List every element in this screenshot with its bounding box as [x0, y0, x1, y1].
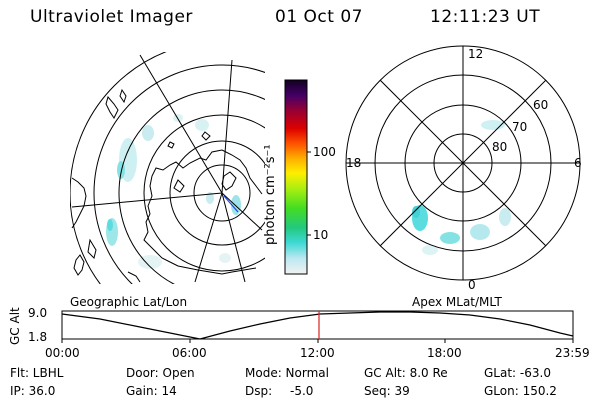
- apex-polar-plot: [345, 45, 581, 281]
- timeline-ytick-top: 9.0: [28, 306, 48, 320]
- mlat-label-60: 60: [533, 98, 549, 112]
- timeline-ytick-bottom: 1.8: [28, 330, 48, 344]
- geographic-map: [70, 52, 265, 284]
- glon-info: GLon: 150.2: [484, 384, 557, 398]
- timeline-xtick-0000: 00:00: [45, 346, 80, 360]
- date-label: 01 Oct 07: [275, 7, 363, 27]
- glat-info: GLat: -63.0: [484, 366, 551, 380]
- gain-info: Gain: 14: [126, 384, 177, 398]
- instrument-title: Ultraviolet Imager: [30, 7, 193, 27]
- ip-info: IP: 36.0: [10, 384, 56, 398]
- dsp-label: Dsp:: [245, 384, 273, 398]
- time-label: 12:11:23 UT: [430, 7, 541, 27]
- seq-info: Seq: 39: [364, 384, 410, 398]
- mlt-label-0: 0: [468, 278, 476, 292]
- mlt-label-6: 6: [574, 156, 582, 170]
- colorbar-tick-10: 10: [313, 228, 329, 242]
- timeline-ylabel: GC Alt: [8, 307, 22, 345]
- altitude-timeline: [61, 310, 574, 343]
- colorbar-unit-label: photon cm⁻²s⁻¹: [263, 144, 278, 245]
- timeline-xtick-1800: 18:00: [427, 346, 462, 360]
- mlt-label-12: 12: [468, 47, 484, 61]
- timeline-xtick-2359: 23:59: [555, 346, 590, 360]
- mode-info: Mode: Normal: [245, 366, 329, 380]
- apex-panel-caption: Apex MLat/MLT: [412, 295, 502, 309]
- colorbar: [284, 79, 311, 275]
- door-info: Door: Open: [126, 366, 195, 380]
- timeline-xtick-0600: 06:00: [172, 346, 207, 360]
- mlat-label-80: 80: [492, 140, 508, 154]
- timeline-xtick-1200: 12:00: [300, 346, 335, 360]
- dsp-value: -5.0: [290, 384, 314, 398]
- colorbar-tick-100: 100: [313, 145, 336, 159]
- gc-alt-info: GC Alt: 8.0 Re: [364, 366, 448, 380]
- mlt-label-18: 18: [346, 156, 362, 170]
- mlat-label-70: 70: [512, 120, 528, 134]
- filter-info: Flt: LBHL: [10, 366, 64, 380]
- geo-panel-caption: Geographic Lat/Lon: [70, 295, 188, 309]
